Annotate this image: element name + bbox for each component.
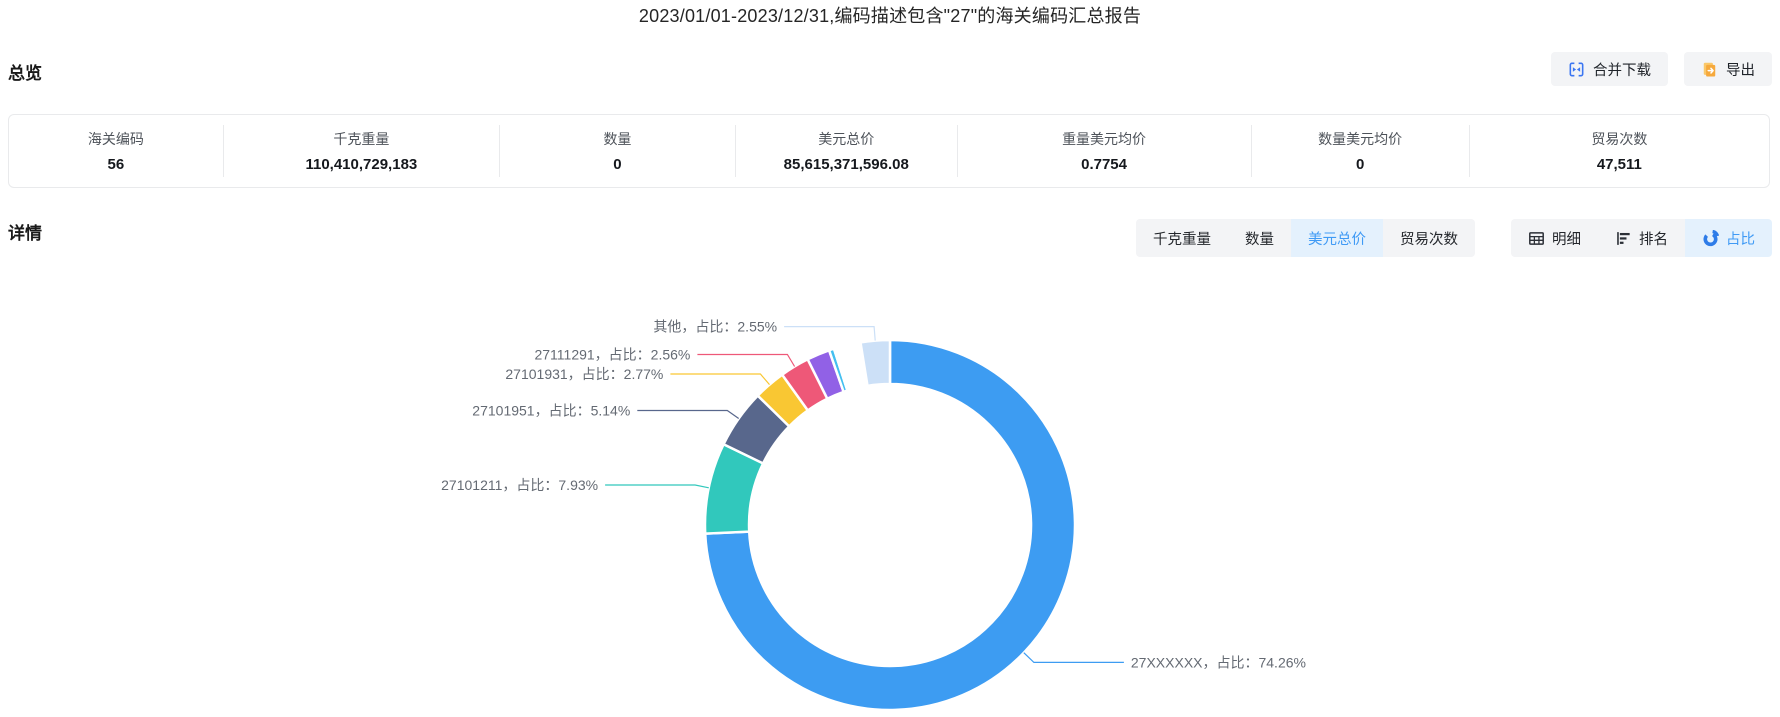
donut-icon xyxy=(1702,229,1719,247)
header-button-group: 合并下载 导出 xyxy=(1551,52,1772,86)
overview-stats-card: 海关编码 56 千克重量 110,410,729,183 数量 0 美元总价 85,615,3… xyxy=(8,114,1770,188)
stat-column: 数量美元均价 0 xyxy=(1252,125,1470,177)
view-tab-1[interactable]: 排名 xyxy=(1598,219,1685,257)
donut-label-line-27111291 xyxy=(697,353,796,367)
stat-column: 海关编码 56 xyxy=(9,125,224,177)
tab-label: 明细 xyxy=(1552,231,1581,248)
tab-label: 贸易次数 xyxy=(1400,231,1458,248)
stat-column: 重量美元均价 0.7754 xyxy=(958,125,1252,177)
donut-label-line-27XXXXXX xyxy=(1023,652,1124,664)
merge-download-icon xyxy=(1568,61,1585,78)
table-icon xyxy=(1528,230,1545,247)
tab-label: 美元总价 xyxy=(1308,231,1366,248)
tab-label: 数量 xyxy=(1245,231,1274,248)
export-button[interactable]: 导出 xyxy=(1684,52,1772,86)
donut-segment-其他[interactable] xyxy=(859,338,892,388)
stat-value: 0.7754 xyxy=(1081,156,1127,173)
donut-label-line-27101211 xyxy=(605,484,709,489)
donut-label-27XXXXXX: 27XXXXXX，占比：74.26% xyxy=(1131,654,1306,670)
overview-section-label: 总览 xyxy=(8,64,42,83)
stat-value: 85,615,371,596.08 xyxy=(783,156,909,173)
metric-tab-1[interactable]: 数量 xyxy=(1228,219,1291,257)
stat-column: 数量 0 xyxy=(500,125,736,177)
donut-label-line-27101951 xyxy=(637,409,740,419)
donut-chart: 27XXXXXX，占比：74.26% 27101211，占比：7.93% 27101… xyxy=(441,319,1306,712)
stat-value: 47,511 xyxy=(1596,156,1642,173)
stat-column: 贸易次数 47,511 xyxy=(1470,125,1769,177)
stat-label: 美元总价 xyxy=(818,131,875,147)
stat-column: 美元总价 85,615,371,596.08 xyxy=(736,125,958,177)
export-label: 导出 xyxy=(1726,62,1755,79)
donut-label-line-27101931 xyxy=(670,373,770,385)
metric-tab-group: 千克重量 数量 美元总价 贸易次数 xyxy=(1136,219,1475,257)
view-tab-group: 明细 排名 占比 xyxy=(1511,219,1772,257)
metric-tab-0[interactable]: 千克重量 xyxy=(1136,219,1228,257)
stat-value: 56 xyxy=(107,156,125,173)
donut-label-line-其他 xyxy=(784,326,876,341)
export-icon xyxy=(1701,61,1718,78)
stat-label: 贸易次数 xyxy=(1591,131,1648,147)
ranking-icon xyxy=(1615,230,1632,247)
view-tab-2[interactable]: 占比 xyxy=(1685,219,1772,257)
stat-value: 110,410,729,183 xyxy=(305,156,418,173)
stat-label: 重量美元均价 xyxy=(1062,131,1147,147)
donut-label-其他: 其他，占比：2.55% xyxy=(653,319,777,335)
donut-label-27101211: 27101211，占比：7.93% xyxy=(441,477,598,493)
page-title: 2023/01/01-2023/12/31,编码描述包含"27"的海关编码汇总报… xyxy=(638,6,1142,26)
metric-tab-3[interactable]: 贸易次数 xyxy=(1383,219,1475,257)
donut-label-27101951: 27101951，占比：5.14% xyxy=(472,403,630,419)
donut-segment-27XXXXXX[interactable] xyxy=(703,338,1077,712)
tab-label: 占比 xyxy=(1726,231,1755,248)
metric-tab-2[interactable]: 美元总价 xyxy=(1291,219,1383,257)
merge-download-label: 合并下载 xyxy=(1593,62,1651,79)
merge-download-button[interactable]: 合并下载 xyxy=(1551,52,1668,86)
stat-label: 数量 xyxy=(603,131,632,147)
stat-label: 海关编码 xyxy=(87,131,144,147)
donut-label-27101931: 27101931，占比：2.77% xyxy=(505,366,663,382)
stat-value: 0 xyxy=(613,156,622,173)
stat-column: 千克重量 110,410,729,183 xyxy=(224,125,501,177)
tab-label: 千克重量 xyxy=(1153,231,1211,248)
stat-label: 数量美元均价 xyxy=(1318,131,1403,147)
donut-label-27111291: 27111291，占比：2.56% xyxy=(534,347,690,363)
view-tab-0[interactable]: 明细 xyxy=(1511,219,1598,257)
detail-section-label: 详情 xyxy=(8,224,42,243)
tab-label: 排名 xyxy=(1639,231,1668,248)
stat-label: 千克重量 xyxy=(333,131,390,147)
stat-value: 0 xyxy=(1355,156,1365,173)
